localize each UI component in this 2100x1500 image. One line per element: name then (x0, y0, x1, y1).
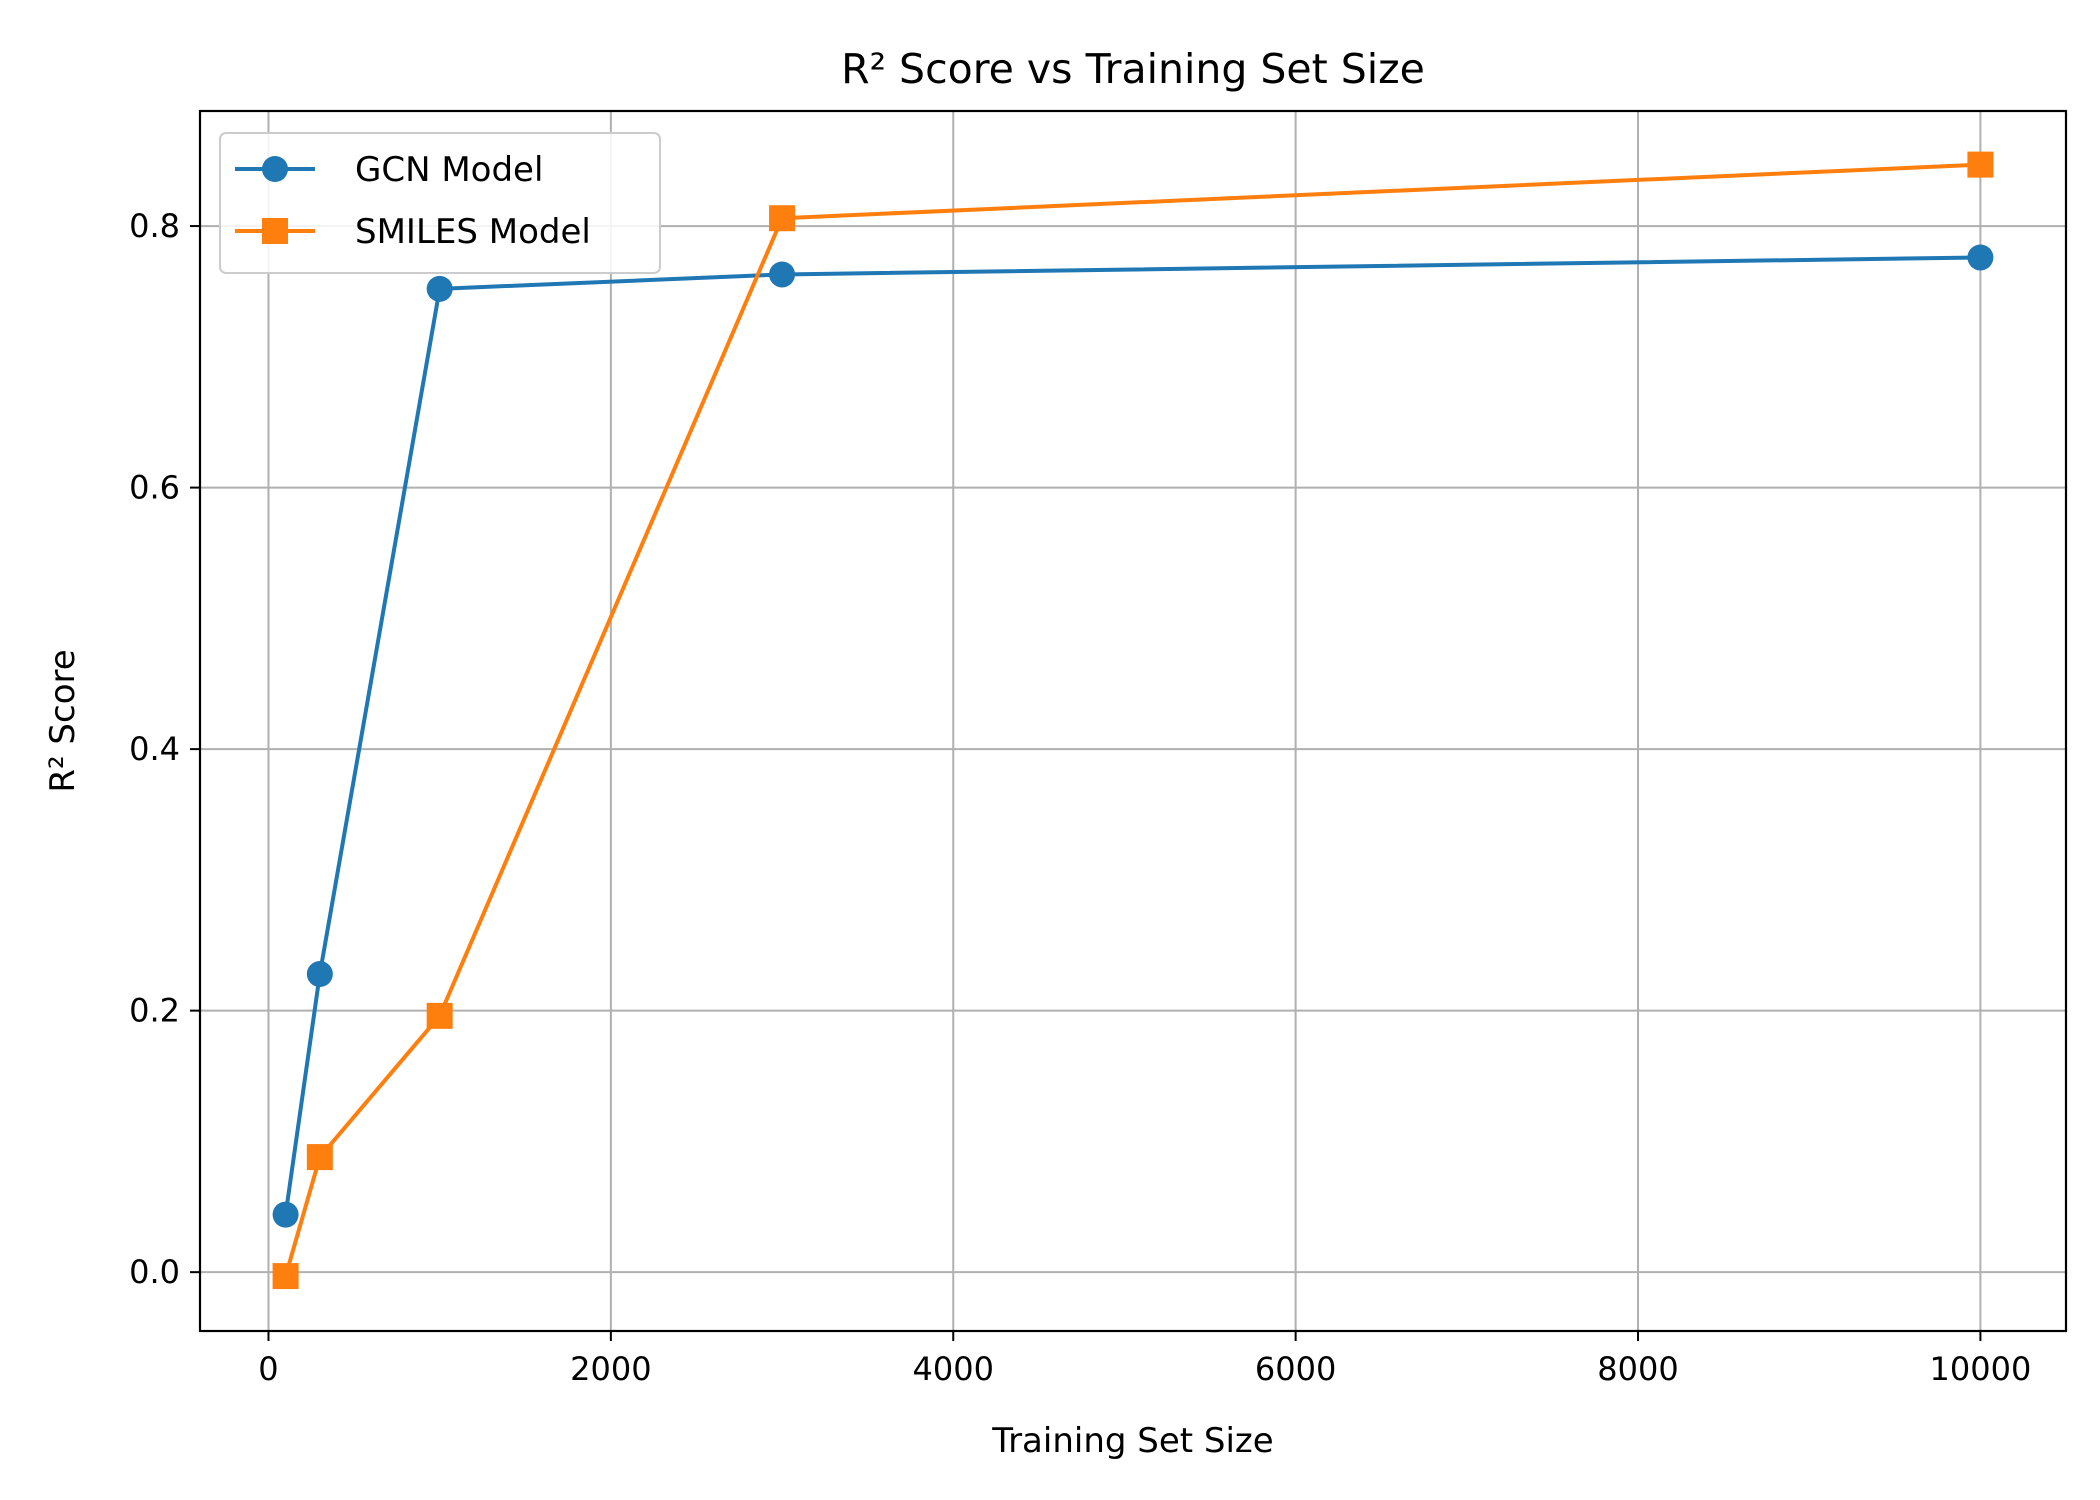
x-tick-label: 4000 (913, 1350, 994, 1388)
x-tick-label: 10000 (1930, 1350, 2032, 1388)
x-tick-label: 8000 (1597, 1350, 1678, 1388)
x-tick-label: 0 (258, 1350, 278, 1388)
data-point (426, 1002, 453, 1029)
data-point (272, 1201, 299, 1228)
y-tick-label: 0.0 (129, 1253, 180, 1291)
data-point (306, 961, 333, 988)
y-tick-label: 0.2 (129, 992, 180, 1030)
x-tick-label: 2000 (570, 1350, 651, 1388)
data-point (1967, 244, 1994, 271)
x-axis-title: Training Set Size (991, 1421, 1273, 1461)
chart-title: R² Score vs Training Set Size (841, 45, 1425, 93)
y-tick-label: 0.8 (129, 207, 180, 245)
legend-label: SMILES Model (355, 212, 591, 252)
y-tick-label: 0.6 (129, 469, 180, 507)
data-point (306, 1144, 333, 1171)
x-tick-label: 6000 (1255, 1350, 1336, 1388)
data-point (1967, 151, 1994, 178)
y-axis-title: R² Score (43, 649, 83, 792)
legend-label: GCN Model (355, 150, 543, 190)
data-point (769, 261, 796, 288)
legend-box (219, 132, 661, 274)
data-point (426, 275, 453, 302)
data-point (769, 205, 796, 232)
y-tick-label: 0.4 (129, 730, 180, 768)
legend: GCN Model SMILES Model (219, 132, 661, 274)
legend-marker (262, 156, 288, 182)
data-point (272, 1263, 299, 1290)
legend-marker (262, 218, 288, 244)
plot-frame (198, 109, 2068, 1333)
